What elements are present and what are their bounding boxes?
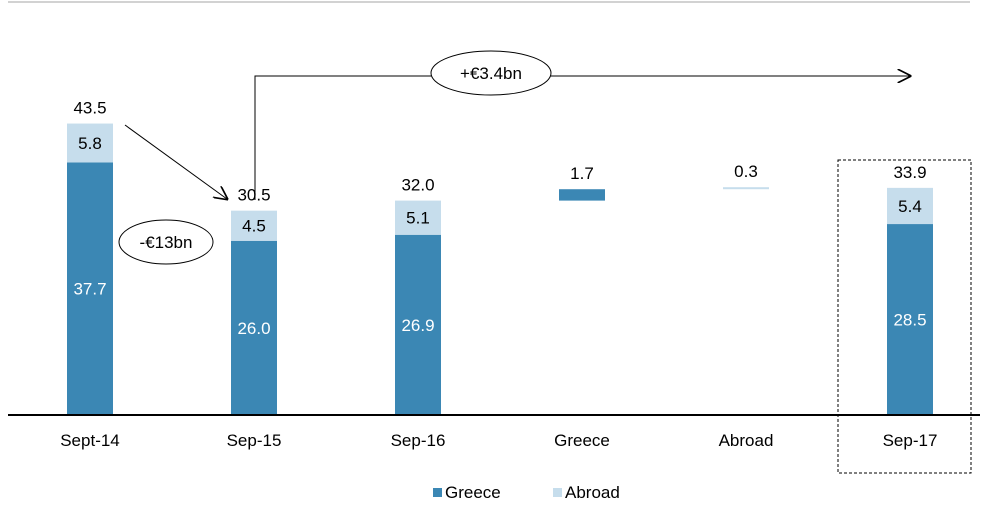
value-greece-sept-14: 37.7 — [73, 280, 106, 299]
x-tick-sep-17: Sep-17 — [883, 431, 938, 450]
bar-abroad-sep-17 — [887, 187, 933, 225]
total-label-sept-14: 43.5 — [73, 99, 106, 118]
x-tick-abroad: Abroad — [719, 431, 774, 450]
value-greece-sep-17: 28.5 — [893, 311, 926, 330]
total-label-sep-15: 30.5 — [237, 186, 270, 205]
bar-abroad-sep-15 — [231, 210, 277, 241]
total-label-greece: 1.7 — [570, 164, 594, 183]
increase-bubble — [430, 50, 552, 96]
total-label-sep-17: 33.9 — [893, 163, 926, 182]
x-tick-sept-14: Sept-14 — [60, 431, 120, 450]
x-tick-greece: Greece — [554, 431, 610, 450]
increase-label: +€3.4bn — [460, 64, 522, 83]
bar-abroad-abroad — [723, 187, 769, 190]
bar-abroad-sep-16 — [395, 200, 441, 235]
value-abroad-sep-15: 4.5 — [242, 217, 266, 236]
bar-greece-sep-16 — [395, 234, 441, 415]
decline-arrow — [124, 124, 227, 199]
x-tick-labels: Sept-14 Sep-15 Sep-16 Greece Abroad Sep-17 — [60, 431, 937, 450]
bars-layer: 37.7 26.0 26.9 28.5 — [67, 123, 933, 415]
x-tick-sep-15: Sep-15 — [227, 431, 282, 450]
value-abroad-sept-14: 5.8 — [78, 134, 102, 153]
legend-swatch-abroad — [553, 488, 562, 497]
value-greece-sep-16: 26.9 — [401, 316, 434, 335]
value-abroad-sep-16: 5.1 — [406, 209, 430, 228]
labels-layer: 5.8 43.5 4.5 30.5 5.1 32.0 1.7 0.3 5.4 33.9 — [73, 99, 926, 236]
increase-arrow — [254, 76, 910, 200]
bar-greece-sep-15 — [231, 240, 277, 415]
legend-label-greece: Greece — [445, 483, 501, 502]
value-greece-sep-15: 26.0 — [237, 319, 270, 338]
legend-label-abroad: Abroad — [565, 483, 620, 502]
bar-greece-sep-17 — [887, 224, 933, 415]
bar-greece-sept-14 — [67, 162, 113, 415]
decline-label: -€13bn — [140, 233, 193, 252]
total-label-abroad: 0.3 — [734, 162, 758, 181]
total-label-sep-16: 32.0 — [401, 176, 434, 195]
decline-bubble — [118, 219, 214, 265]
bar-abroad-sept-14 — [67, 123, 113, 163]
value-abroad-sep-17: 5.4 — [898, 197, 922, 216]
legend-swatch-greece — [433, 488, 442, 497]
highlight-box — [837, 159, 972, 474]
bar-greece-greece — [559, 189, 605, 201]
legend: Greece Abroad — [433, 483, 620, 502]
x-tick-sep-16: Sep-16 — [391, 431, 446, 450]
